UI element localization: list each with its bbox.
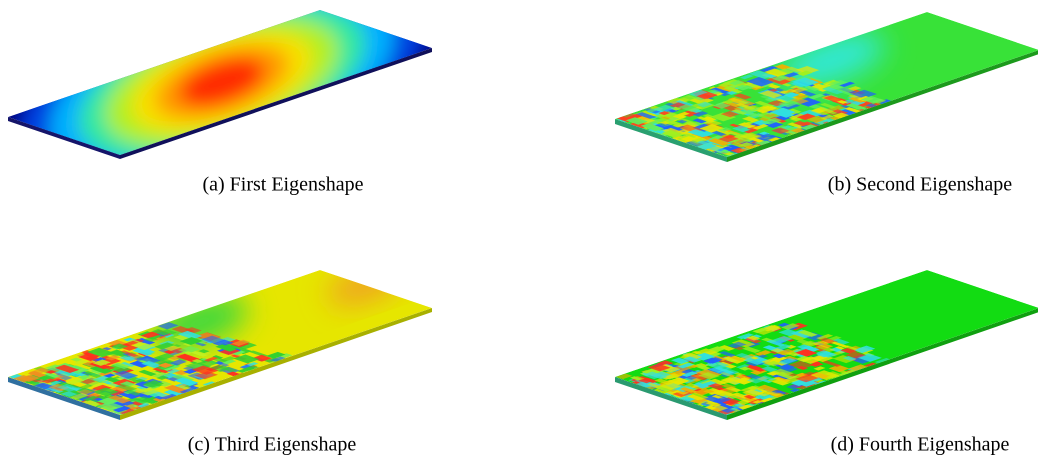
plate-surface bbox=[615, 270, 1038, 417]
plate-surface bbox=[8, 257, 432, 418]
caption: (a) First Eigenshape bbox=[202, 174, 363, 196]
plate-d bbox=[615, 270, 1038, 420]
plate-c bbox=[8, 257, 432, 420]
caption: (b) Second Eigenshape bbox=[828, 174, 1013, 196]
plate-b bbox=[615, 12, 1038, 162]
caption: (d) Fourth Eigenshape bbox=[831, 434, 1010, 456]
plate-surface bbox=[615, 12, 1038, 158]
plate-a bbox=[0, 0, 456, 242]
caption: (c) Third Eigenshape bbox=[188, 434, 357, 456]
figure: (a) First Eigenshape (b) Second Eigensha… bbox=[0, 0, 1038, 466]
